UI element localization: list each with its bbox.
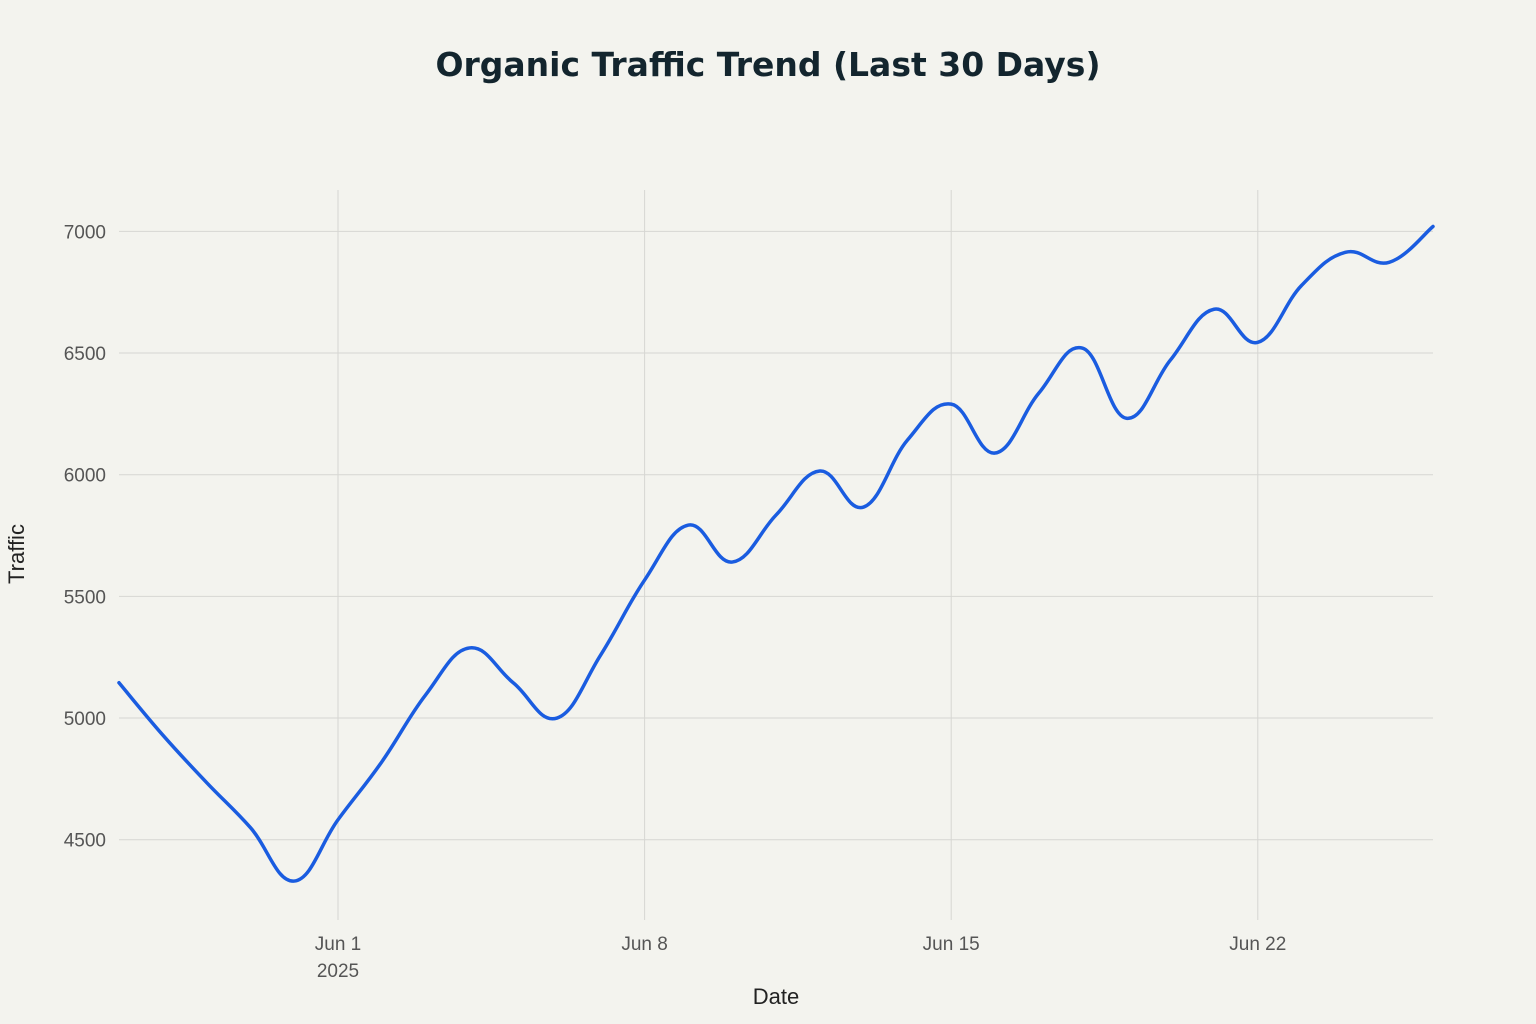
y-tick-label: 4500 [64, 831, 106, 852]
x-tick-sublabel: 2025 [317, 961, 359, 982]
y-axis-ticks: 4500 5000 5500 6000 6500 7000 [64, 222, 106, 851]
y-tick-label: 7000 [64, 222, 106, 243]
grid [119, 190, 1433, 920]
traffic-series-line [117, 224, 1435, 883]
y-axis-label: Traffic [4, 524, 29, 584]
y-tick-label: 5500 [64, 587, 106, 608]
chart-title: Organic Traffic Trend (Last 30 Days) [435, 45, 1100, 84]
x-tick-label: Jun 22 [1229, 934, 1286, 955]
x-axis-label: Date [753, 984, 799, 1009]
x-tick-label: Jun 15 [923, 934, 980, 955]
x-tick-label: Jun 8 [621, 934, 667, 955]
y-tick-label: 6000 [64, 466, 106, 487]
x-tick-label: Jun 1 [315, 934, 361, 955]
y-tick-label: 5000 [64, 709, 106, 730]
y-tick-label: 6500 [64, 344, 106, 365]
x-axis-ticks: Jun 1 2025 Jun 8 Jun 15 Jun 22 [315, 934, 1287, 982]
